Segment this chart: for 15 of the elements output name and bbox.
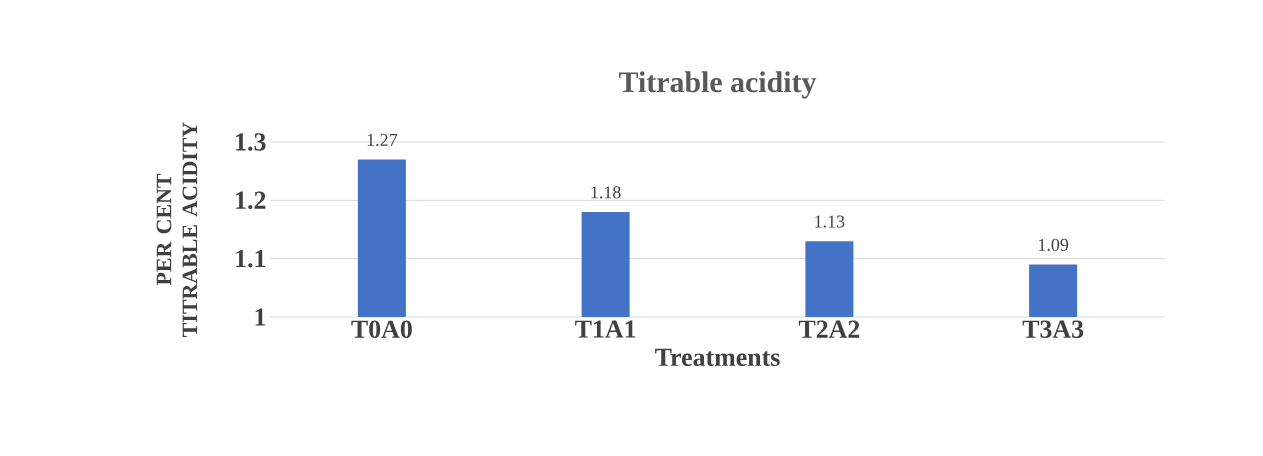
chart-title: Titrable acidity bbox=[619, 71, 817, 99]
y-axis-title: PER CENT TITRABLE ACIDITY bbox=[156, 122, 198, 337]
data-label: 1.09 bbox=[1039, 238, 1069, 251]
y-tick-label: 1.3 bbox=[236, 133, 266, 151]
data-label: 1.13 bbox=[815, 215, 845, 228]
data-label: 1.27 bbox=[367, 133, 398, 146]
y-tick-label: 1.1 bbox=[236, 249, 266, 268]
x-tick-label: T1A1 bbox=[575, 320, 636, 338]
x-axis-title: Treatments bbox=[655, 348, 780, 367]
x-tick-label: T3A3 bbox=[1022, 320, 1084, 338]
x-tick-label: T0A0 bbox=[351, 320, 412, 338]
y-tick-label: 1 bbox=[255, 308, 266, 326]
y-tick-label: 1.2 bbox=[236, 191, 266, 210]
x-tick-label: T2A2 bbox=[798, 320, 860, 338]
data-label: 1.18 bbox=[591, 186, 621, 199]
